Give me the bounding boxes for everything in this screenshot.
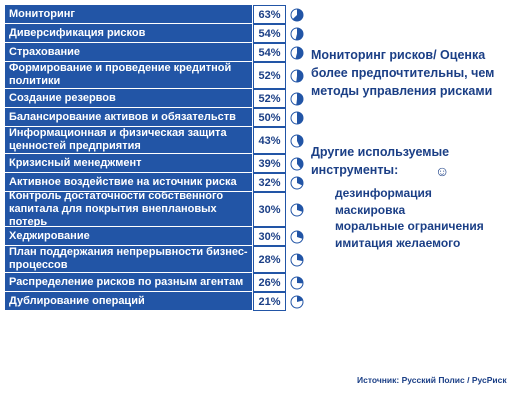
table-row: Мониторинг 63% xyxy=(5,5,286,24)
table-row: Распределение рисков по разным агентам 26… xyxy=(5,273,286,292)
row-label: Распределение рисков по разным агентам xyxy=(5,273,253,292)
pie-icon xyxy=(290,46,304,59)
row-percent: 28% xyxy=(253,246,286,273)
row-label: Создание резервов xyxy=(5,89,253,108)
tool-item: маскировка xyxy=(335,202,406,217)
pie-icon xyxy=(290,27,304,40)
pie-icon xyxy=(290,203,304,216)
row-percent: 21% xyxy=(253,292,286,311)
pie-icon xyxy=(290,134,304,147)
row-label: Дублирование операций xyxy=(5,292,253,311)
pie-icon xyxy=(290,276,304,289)
row-percent: 43% xyxy=(253,127,286,154)
table-row: Формирование и проведение кредитной поли… xyxy=(5,62,286,89)
pie-icon xyxy=(290,111,304,124)
other-tools-heading: Другие используемые инструменты: xyxy=(311,145,450,177)
row-label: Кризисный менеджмент xyxy=(5,154,253,173)
row-percent: 39% xyxy=(253,154,286,173)
table-row: План поддержания непрерывности бизнес-пр… xyxy=(5,246,286,273)
pie-icon xyxy=(290,230,304,243)
row-label: Хеджирование xyxy=(5,227,253,246)
table-row: Дублирование операций 21% xyxy=(5,292,286,311)
tools-list: дезинформация маскировка моральные огран… xyxy=(335,185,484,251)
row-label: Балансирование активов и обязательств xyxy=(5,108,253,127)
pie-icon xyxy=(290,253,304,266)
conclusion-text: Мониторинг рисков/ Оценка более предпочт… xyxy=(311,48,495,98)
pie-icon xyxy=(290,157,304,170)
row-percent: 50% xyxy=(253,108,286,127)
table-row: Хеджирование 30% xyxy=(5,227,286,246)
row-percent: 30% xyxy=(253,227,286,246)
row-percent: 26% xyxy=(253,273,286,292)
table-row: Информационная и физическая защита ценно… xyxy=(5,127,286,154)
table-row: Диверсификация рисков 54% xyxy=(5,24,286,43)
row-percent: 32% xyxy=(253,173,286,192)
tool-item: дезинформация xyxy=(335,186,432,200)
row-percent: 54% xyxy=(253,43,286,62)
row-label: Страхование xyxy=(5,43,253,62)
row-label: План поддержания непрерывности бизнес-пр… xyxy=(5,246,253,273)
table-row: Создание резервов 52% xyxy=(5,89,286,108)
row-label: Активное воздействие на источник риска xyxy=(5,173,253,192)
table-row: Контроль достаточности собственного капи… xyxy=(5,190,286,228)
pie-icon xyxy=(290,92,304,105)
tool-item: имитация желаемого xyxy=(335,235,461,250)
pie-icon xyxy=(290,69,304,82)
table-row: Активное воздействие на источник риска 32… xyxy=(5,173,286,192)
row-percent: 30% xyxy=(253,192,286,227)
row-percent: 54% xyxy=(253,24,286,43)
row-percent: 63% xyxy=(253,5,286,24)
tool-item: моральные ограничения xyxy=(335,219,484,233)
row-label: Формирование и проведение кредитной поли… xyxy=(5,62,253,89)
pie-icon xyxy=(290,295,304,308)
pie-icon xyxy=(290,8,304,21)
row-label: Диверсификация рисков xyxy=(5,24,253,43)
row-label: Информационная и физическая защита ценно… xyxy=(5,127,253,154)
smiley-icon: ☺ xyxy=(435,163,450,179)
row-label: Контроль достаточности собственного капи… xyxy=(5,190,253,228)
row-label: Мониторинг xyxy=(5,5,253,24)
pie-icon xyxy=(290,176,304,189)
table-row: Балансирование активов и обязательств 50% xyxy=(5,108,286,127)
row-percent: 52% xyxy=(253,62,286,89)
table-row: Кризисный менеджмент 39% xyxy=(5,154,286,173)
source-note: Источник: Русский Полис / РусРиск xyxy=(357,375,507,385)
table-row: Страхование 54% xyxy=(5,43,286,62)
row-percent: 52% xyxy=(253,89,286,108)
